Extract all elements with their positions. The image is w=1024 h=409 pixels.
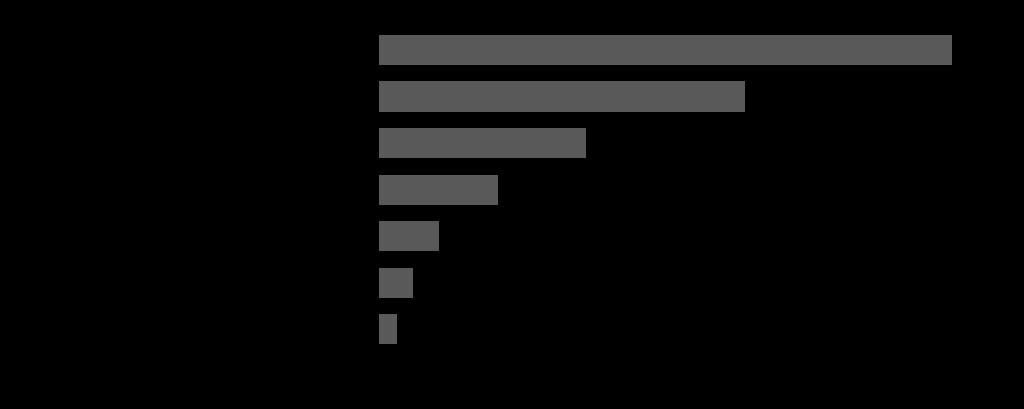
Bar [379,315,396,344]
Bar [379,82,744,112]
Bar [379,268,413,298]
Bar [379,36,952,66]
Bar [379,222,439,252]
Bar [379,175,498,205]
Bar [379,129,587,159]
